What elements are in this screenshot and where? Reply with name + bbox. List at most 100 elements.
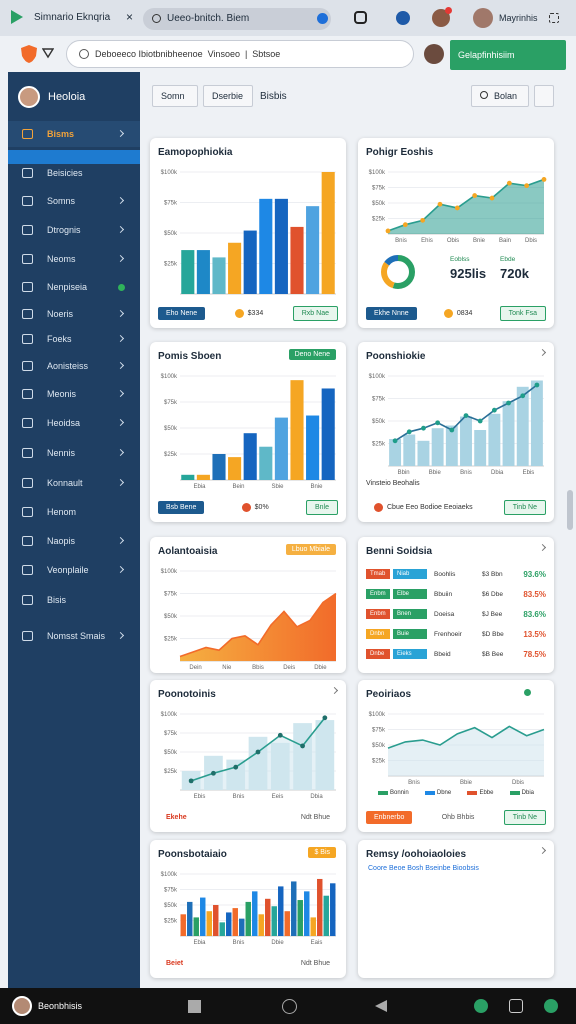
footer-item[interactable]: $334 (227, 306, 272, 321)
x-tick-label: Bnis (408, 780, 420, 786)
card-title: Benni Soidsia (366, 546, 433, 557)
nav-item[interactable]: Beisicies (8, 160, 140, 186)
icon[interactable] (474, 999, 488, 1013)
icon[interactable] (354, 11, 367, 24)
back-button[interactable] (374, 999, 388, 1013)
user-name[interactable]: Heoloia (48, 91, 86, 103)
footer-item[interactable]: $0% (234, 500, 277, 515)
tab[interactable]: Ueeo-bnitch. Biem (143, 8, 331, 30)
icon[interactable] (509, 999, 523, 1013)
chevron (116, 196, 125, 205)
card-title: Peoiriaos (366, 689, 412, 700)
chevron (330, 686, 339, 695)
nav-item[interactable]: Konnault (8, 470, 140, 496)
nav-icon (22, 129, 33, 139)
footer-item[interactable]: Tinb Ne (503, 809, 546, 825)
bar (259, 198, 273, 294)
toolbar-button[interactable]: Dserbie (203, 85, 253, 107)
nav-item[interactable]: Aonisteiss (8, 353, 140, 379)
nav-icon (22, 225, 33, 235)
icon[interactable] (544, 999, 558, 1013)
nav-icon (22, 565, 33, 575)
nav-item[interactable]: Nomsst Smais (8, 623, 140, 649)
avatar[interactable] (432, 9, 450, 27)
badge[interactable]: Lbuo Mbiale (285, 544, 336, 555)
bar (271, 906, 277, 936)
tab-close[interactable]: × (126, 10, 134, 24)
footer-item: Ndt Bhue (293, 957, 338, 970)
shield-icon[interactable] (20, 44, 38, 64)
nav-item[interactable]: Foeks (8, 326, 140, 352)
search-button[interactable]: Bolan (471, 85, 529, 107)
nav-item[interactable]: Heoidsa (8, 410, 140, 436)
row-amount: $3 Bbn (482, 570, 503, 578)
nav-item[interactable]: Noeris (8, 301, 140, 327)
nav-item[interactable]: Dtrognis (8, 217, 140, 243)
y-tick-label: $75k (164, 400, 178, 406)
search-icon (79, 49, 89, 59)
point (255, 749, 261, 755)
nav-item[interactable]: Bisms (8, 121, 140, 147)
footer-item[interactable]: Cbue Eeo Bodioe Eeoiaeks (366, 500, 481, 515)
nav-icon (22, 631, 33, 641)
icon[interactable] (549, 13, 559, 23)
badge[interactable]: $ Bis (308, 847, 336, 858)
tab-title[interactable]: Simnario Eknqria (34, 12, 111, 23)
nav-label: Somns (47, 196, 76, 206)
nav-item[interactable]: Nenpiseia (8, 274, 140, 300)
nav-item[interactable]: Henom (8, 499, 140, 525)
nav-item[interactable]: Bisis (8, 587, 140, 613)
y-tick-label: $75k (372, 728, 386, 734)
footer-item[interactable]: Beiet (158, 957, 191, 970)
profile-name[interactable]: Mayrinhis (499, 13, 538, 23)
x-tick-label: Bein (232, 484, 244, 490)
filter-icon[interactable] (42, 47, 54, 59)
nav-label: Naopis (47, 536, 76, 546)
avatar[interactable] (424, 44, 444, 64)
recent-button[interactable] (188, 1000, 201, 1013)
point (322, 715, 328, 721)
nav-item[interactable]: Veonplaile (8, 557, 140, 583)
user-avatar[interactable] (12, 996, 32, 1016)
footer-item[interactable]: 0834 (436, 306, 481, 321)
footer-item[interactable]: Tinb Ne (503, 499, 546, 515)
footer-item[interactable]: Bnle (305, 499, 338, 515)
nav-item[interactable]: Meonis (8, 381, 140, 407)
bar (323, 895, 329, 936)
bar (403, 434, 416, 466)
icon[interactable] (396, 11, 410, 25)
bar (196, 250, 210, 294)
footer-item[interactable]: Rxb Nae (292, 305, 338, 321)
x-tick-label: Ebia (193, 484, 206, 490)
nav-item[interactable]: Somns (8, 188, 140, 214)
card: Pohigr Eoshis Ekhe Nnne 0834 Tonk Fsa $25k $5… (358, 138, 554, 328)
taskbar-user[interactable]: Beonbhisis (38, 1001, 83, 1011)
table-row: Dnbn Buie Frenhoeir $D Bbe 13.5% (366, 627, 546, 641)
x-tick-label: Bnie (473, 238, 486, 244)
metric-value: 925lis (450, 266, 487, 281)
legend-item: Dbia (509, 790, 534, 796)
footer-item[interactable]: Ekhe Nnne (366, 306, 417, 320)
nav-item[interactable]: Naopis (8, 528, 140, 554)
footer-item[interactable]: Tonk Fsa (499, 305, 546, 321)
row-amount: $6 Dbe (482, 590, 503, 598)
nav-label: Nomsst Smais (47, 631, 106, 641)
point (454, 205, 460, 211)
area (180, 593, 336, 661)
user-avatar[interactable] (18, 86, 40, 108)
nav-item[interactable]: Neoms (8, 246, 140, 272)
nav-item[interactable]: Nennis (8, 440, 140, 466)
chevron (116, 448, 125, 457)
avatar[interactable] (473, 8, 493, 28)
x-tick-label: Bnie (310, 484, 323, 490)
footer-item[interactable]: Bsb Bene (158, 500, 205, 514)
footer-item[interactable]: Ekehe (158, 811, 195, 824)
icon-button[interactable] (534, 85, 554, 107)
url-field[interactable]: Deboeeco Ibiotbnibheenoe Vinsoeo | Sbtso… (66, 40, 414, 68)
action-button[interactable]: Gelapfinhisiim (450, 40, 566, 70)
toolbar-button[interactable]: Somn (152, 85, 198, 107)
footer-item[interactable]: Enbnerbo (366, 810, 413, 824)
home-button[interactable] (282, 999, 297, 1014)
footer-item[interactable]: Eho Nene (158, 306, 206, 320)
badge[interactable]: Deno Nene (288, 349, 336, 360)
